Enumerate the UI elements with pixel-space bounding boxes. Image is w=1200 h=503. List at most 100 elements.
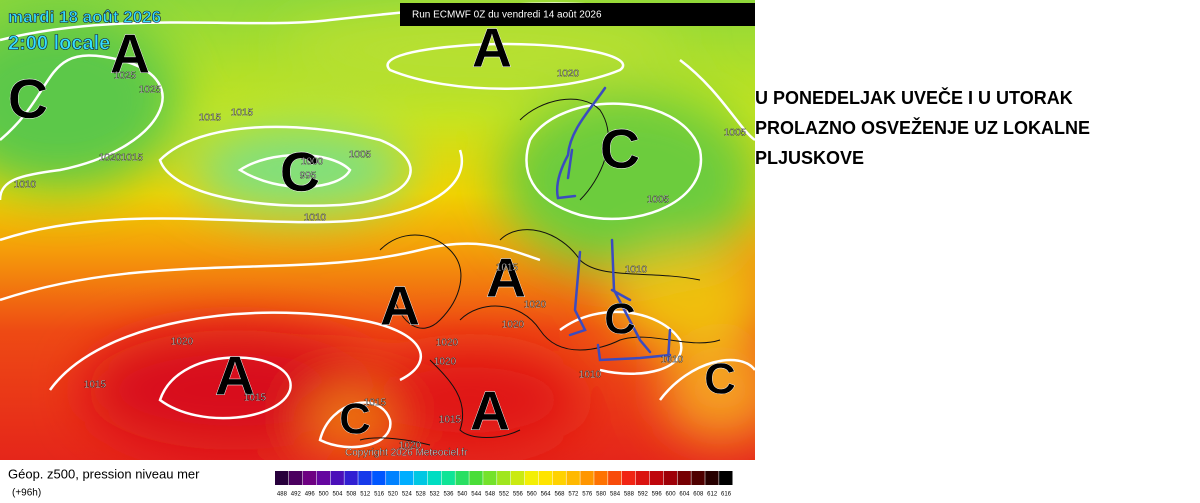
colorbar-label: 516: [374, 492, 385, 498]
colorbar-label: 508: [346, 492, 357, 498]
colorbar-label: 616: [721, 492, 732, 498]
colorbar-cell: [302, 471, 317, 485]
pressure-center: A: [215, 344, 255, 407]
run-info: Run ECMWF 0Z du vendredi 14 août 2026: [412, 10, 602, 21]
annotation-line: PROLAZNO OSVEŽENJE UZ LOKALNE: [755, 118, 1091, 138]
isobar-label: 1020: [524, 300, 547, 311]
colorbar-cell: [649, 471, 664, 485]
pressure-center: A: [486, 246, 526, 309]
colorbar-label: 564: [541, 492, 552, 498]
colorbar-label: 520: [388, 492, 399, 498]
isobar-label: 1005: [349, 150, 372, 161]
colorbar-label: 604: [679, 492, 690, 498]
colorbar-cell: [386, 471, 400, 485]
colorbar-cell: [580, 471, 594, 485]
colorbar-cell: [316, 471, 331, 485]
colorbar-label: 576: [582, 492, 593, 498]
colorbar-cell: [663, 471, 677, 485]
colorbar-label: 548: [485, 492, 496, 498]
pressure-center: C: [339, 395, 371, 444]
colorbar-cell: [372, 471, 386, 485]
colorbar-cell: [413, 471, 428, 485]
pressure-center: A: [470, 379, 510, 442]
isobar-label: 1015: [364, 398, 387, 409]
isobar-label: 1010: [661, 355, 684, 366]
colorbar-label: 528: [416, 492, 427, 498]
map-date: mardi 18 août 2026: [8, 7, 161, 26]
pressure-center: C: [8, 67, 48, 130]
isobar-label: 1000: [301, 157, 324, 168]
isobar-label: 1015: [121, 153, 144, 164]
isobar-label: 1010: [14, 180, 37, 191]
colorbar-cell: [427, 471, 442, 485]
legend-lead: (+96h): [12, 488, 41, 499]
isobar-label: 1025: [114, 71, 137, 82]
colorbar: 488 492 496 500 504 508 512 516 520 524 528 532 536 5…: [275, 471, 733, 498]
isobar-label: 1020: [171, 337, 194, 348]
colorbar-cell: [455, 471, 469, 485]
pressure-center: C: [280, 140, 320, 203]
colorbar-label: 496: [305, 492, 316, 498]
isobar-label: 995: [300, 171, 317, 182]
pressure-center: C: [704, 355, 736, 404]
colorbar-cell: [594, 471, 608, 485]
pressure-center: C: [600, 117, 640, 180]
isobar-label: 1005: [647, 195, 670, 206]
map-field: [0, 0, 755, 460]
isobar-label: 1015: [84, 380, 107, 391]
isobar-label: 1020: [434, 357, 457, 368]
isobar-label: 1015: [244, 393, 267, 404]
colorbar-cell: [441, 471, 455, 485]
colorbar-cell: [358, 471, 372, 485]
colorbar-label: 524: [402, 492, 413, 498]
front-lines: [555, 86, 672, 362]
map-time: 2:00 locale: [8, 32, 110, 54]
isobar-label: 1020: [99, 153, 122, 164]
colorbar-cell: [705, 471, 719, 485]
colorbar-label: 596: [652, 492, 663, 498]
colorbar-label: 600: [666, 492, 677, 498]
colorbar-label: 552: [499, 492, 510, 498]
colorbar-cell: [552, 471, 566, 485]
isobar-label: 1015: [496, 263, 519, 274]
colorbar-cell: [330, 471, 344, 485]
isobar-label: 1025: [139, 85, 162, 96]
colorbar-label: 532: [430, 492, 441, 498]
colorbar-label: 568: [555, 492, 566, 498]
colorbar-cell: [691, 471, 705, 485]
colorbar-cell: [344, 471, 358, 485]
colorbar-label: 500: [319, 492, 330, 498]
colorbar-cell: [469, 471, 483, 485]
colorbar-cell: [538, 471, 553, 485]
isobar-label: 1015: [439, 415, 462, 426]
isobar-label: 1010: [579, 370, 602, 381]
run-bar: [400, 3, 755, 26]
colorbar-label: 540: [457, 492, 468, 498]
colorbar-cell: [275, 471, 289, 485]
colorbar-label: 512: [360, 492, 371, 498]
colorbar-cell: [719, 471, 733, 485]
colorbar-cell: [621, 471, 636, 485]
coastlines: [359, 98, 721, 446]
colorbar-label: 536: [443, 492, 454, 498]
colorbar-label: 492: [291, 492, 302, 498]
colorbar-label: 556: [513, 492, 524, 498]
colorbar-cell: [608, 471, 622, 485]
colorbar-label: 608: [693, 492, 704, 498]
colorbar-cell: [510, 471, 525, 485]
annotation-line: U PONEDELJAK UVEČE I U UTORAK: [755, 88, 1073, 108]
colorbar-cell: [288, 471, 303, 485]
isobar-label: 1020: [436, 338, 459, 349]
pressure-center: C: [604, 295, 636, 344]
colorbar-cell: [524, 471, 539, 485]
colorbar-label: 488: [277, 492, 288, 498]
colorbar-cell: [497, 471, 511, 485]
isobar-label: 1010: [304, 213, 327, 224]
pressure-center: A: [110, 22, 150, 85]
isobar-label: 1020: [502, 320, 525, 331]
colorbar-label: 504: [332, 492, 343, 498]
colorbar-label: 560: [527, 492, 538, 498]
colorbar-label: 588: [624, 492, 635, 498]
